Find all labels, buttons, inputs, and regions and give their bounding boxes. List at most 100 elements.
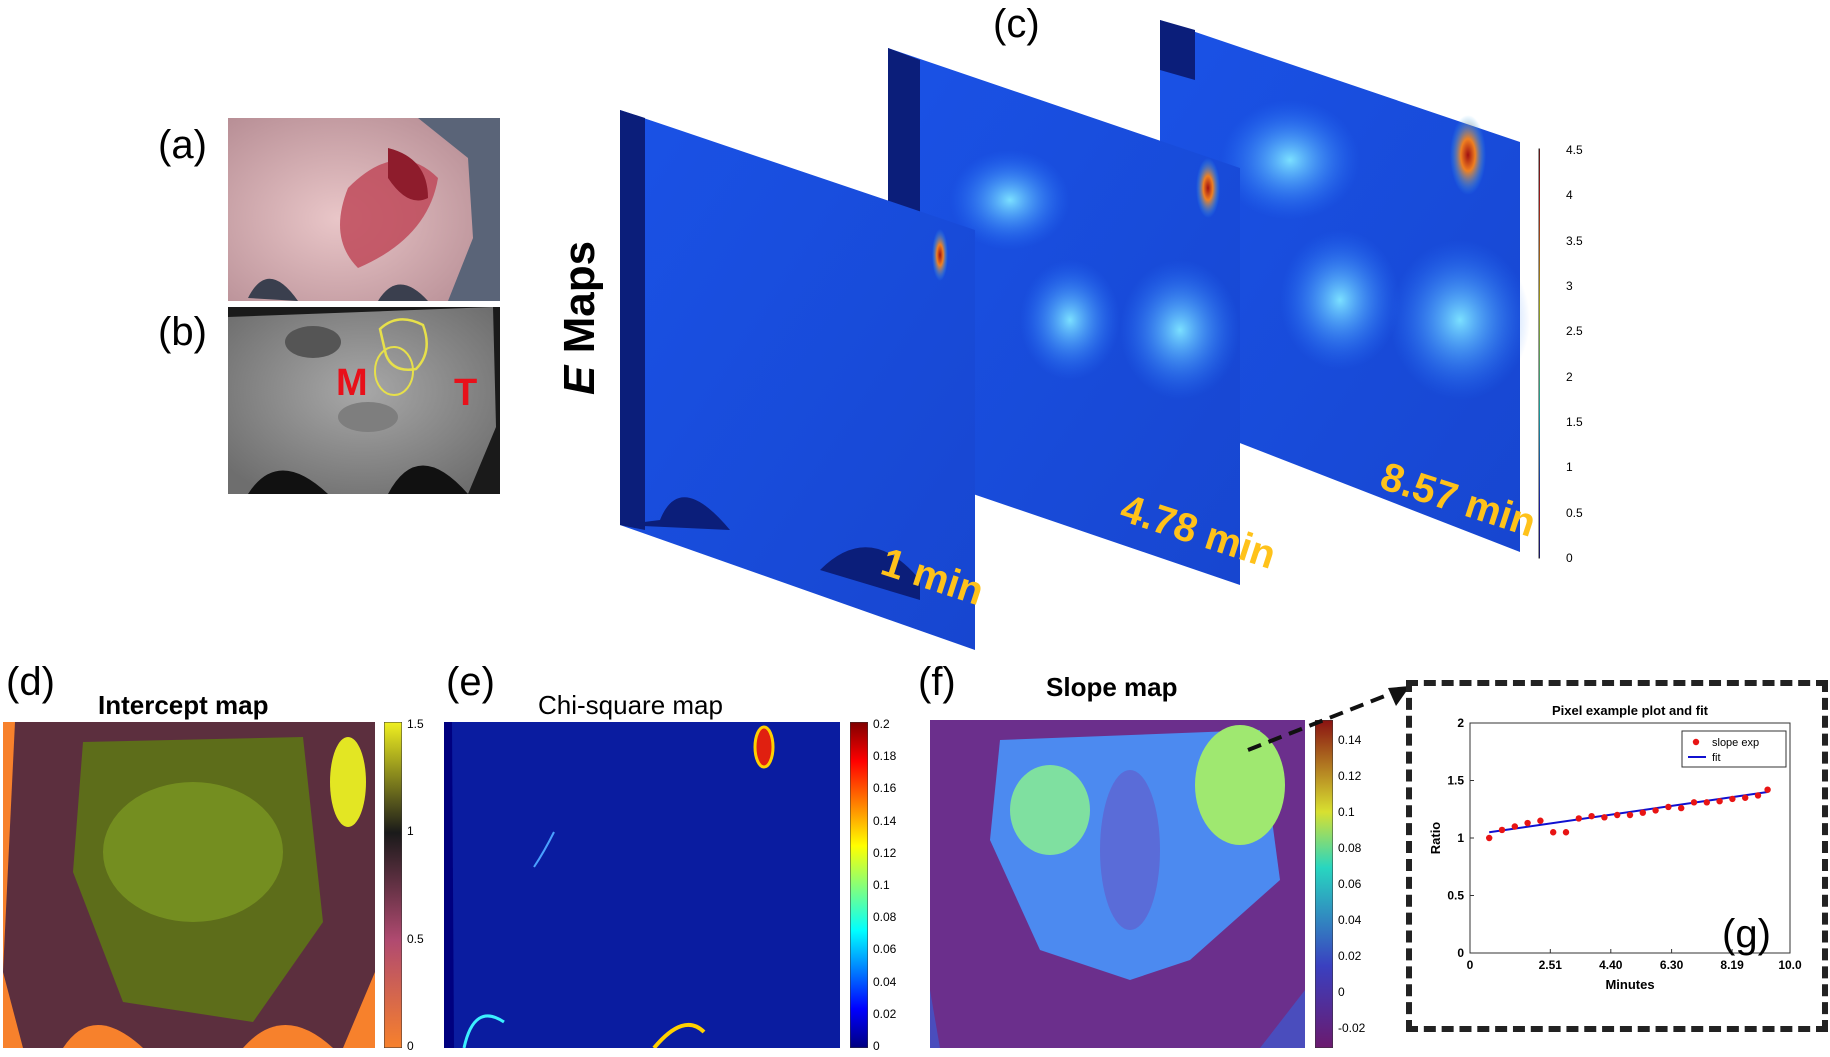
data-point	[1524, 819, 1531, 827]
colorbar-tick-label: 2	[1566, 369, 1573, 384]
colorbar-tick-label: 3.5	[1566, 233, 1583, 248]
callout-arrow	[1247, 686, 1410, 752]
colorbar-tick-label: 0	[873, 1039, 880, 1053]
pixel-example-chart: Pixel example plot and fit Minutes Ratio 0 2…	[1428, 703, 1802, 992]
colorbar-tick-label: 1.5	[407, 717, 424, 731]
panel-e-label: (e)	[446, 660, 495, 704]
e-map-stack	[620, 20, 1540, 650]
colorbar-tick-label: 0.16	[873, 781, 897, 796]
data-point	[1601, 814, 1608, 821]
x-tick-label: 2.51	[1539, 958, 1563, 972]
panel-b-label: (b)	[158, 310, 207, 354]
muscle-label: M	[336, 362, 368, 404]
data-point	[1690, 799, 1698, 806]
chi-square-map	[444, 722, 840, 1048]
data-point	[1511, 823, 1518, 830]
colorbar-tick-label: 0.12	[1338, 769, 1362, 783]
x-tick-label: 4.40	[1599, 958, 1623, 972]
colorbar-tick-label: 0.14	[873, 813, 897, 828]
data-point	[1588, 812, 1595, 820]
colorbar-tick-label: 2.5	[1566, 324, 1583, 339]
colorbar-tick-label: 0.18	[873, 749, 897, 764]
legend-box	[1681, 730, 1787, 768]
colorbar-tick-label: 0.5	[407, 931, 424, 946]
intercept-map-title: Intercept map	[98, 690, 269, 720]
colorbar-tick-label: 0.2	[873, 717, 890, 731]
colorbar-tick-label: 4	[1566, 188, 1573, 203]
data-point	[1729, 795, 1736, 803]
data-point	[1652, 807, 1659, 814]
e-map-frame-1	[620, 110, 975, 650]
colorbar-tick-label: 0	[1566, 551, 1573, 565]
e-maps-title: E Maps	[555, 240, 604, 395]
e-map-frame-2	[888, 48, 1240, 585]
data-point	[1626, 811, 1634, 819]
panel-f-label: (f)	[918, 660, 956, 704]
data-point	[1639, 809, 1646, 816]
slope-map	[930, 720, 1305, 1048]
colorbar-tick-label: 0.1	[873, 878, 890, 892]
colorbar-tick-label: 0.12	[873, 845, 897, 860]
x-axis-label: Minutes	[1605, 977, 1654, 992]
slope-map-title: Slope map	[1046, 672, 1178, 702]
x-tick-label: 8.19	[1720, 958, 1744, 972]
data-point	[1716, 798, 1723, 805]
x-tick-label: 6.30	[1660, 958, 1684, 972]
data-point	[1550, 829, 1557, 836]
intercept-colorbar	[384, 722, 402, 1048]
panel-a-label: (a)	[158, 123, 207, 167]
colorbar-tick-label: 0.02	[1338, 949, 1362, 963]
y-tick-label: 1.5	[1447, 774, 1464, 788]
y-tick-label: 0	[1457, 946, 1464, 960]
data-point	[1764, 786, 1771, 793]
x-tick-label: 10.0	[1778, 958, 1802, 972]
data-point	[1537, 817, 1544, 824]
data-point	[1486, 834, 1493, 842]
colorbar-tick-label: 1.5	[1566, 415, 1583, 429]
panel-g-label: (g)	[1722, 912, 1771, 956]
slope-colorbar	[1315, 720, 1333, 1048]
colorbar-tick-label: 0.04	[1338, 913, 1362, 927]
legend-label: slope exp	[1712, 737, 1759, 749]
data-point	[1498, 826, 1506, 834]
chi-square-map-title: Chi-square map	[538, 690, 723, 720]
data-point	[1665, 803, 1672, 811]
colorbar-tick-label: 0.08	[1338, 841, 1362, 855]
tumor-roi	[378, 318, 428, 371]
colorbar-tick-label: 4.5	[1566, 143, 1583, 157]
panel-d-label: (d)	[6, 660, 55, 704]
colorbar-tick-label: 0.06	[1338, 877, 1362, 891]
colorbar-tick-label: -0.02	[1338, 1021, 1366, 1035]
colorbar-tick-label: 0.14	[1338, 733, 1362, 747]
mouse-photo	[228, 118, 500, 301]
muscle-roi	[374, 346, 414, 396]
chart-title: Pixel example plot and fit	[1552, 703, 1709, 718]
legend-marker-points	[1692, 738, 1700, 746]
data-point	[1678, 804, 1685, 812]
legend-label: fit	[1712, 752, 1721, 764]
y-tick-label: 2	[1457, 716, 1464, 730]
y-axis-label: Ratio	[1428, 822, 1443, 855]
colorbar-tick-label: 1	[1566, 460, 1573, 475]
e-map-frame-3	[1160, 20, 1530, 552]
y-tick-label: 1	[1457, 831, 1464, 845]
colorbar-tick-label: 0.5	[1566, 505, 1583, 520]
data-point	[1742, 794, 1749, 801]
colorbar-tick-label: 1	[407, 824, 414, 839]
panel-g-box	[1406, 680, 1828, 1032]
panel-c-label: (c)	[993, 2, 1040, 46]
colorbar-tick-label: 0	[407, 1039, 414, 1053]
y-tick-label: 0.5	[1447, 889, 1464, 903]
e-map-colorbar	[1538, 148, 1540, 559]
colorbar-tick-label: 0	[1338, 985, 1345, 999]
colorbar-tick-label: 3	[1566, 279, 1573, 293]
chi-square-colorbar	[850, 722, 868, 1048]
colorbar-tick-label: 0.06	[873, 942, 897, 957]
x-tick-label: 0	[1467, 958, 1474, 972]
tumor-label: T	[454, 372, 478, 414]
data-point	[1754, 792, 1762, 799]
grayscale-image	[228, 307, 500, 494]
data-point	[1614, 811, 1621, 819]
data-point	[1703, 799, 1710, 806]
